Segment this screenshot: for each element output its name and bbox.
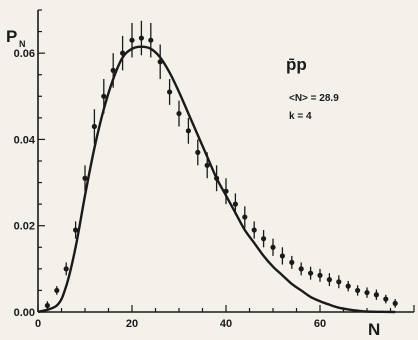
point-marker bbox=[195, 149, 201, 155]
point-marker bbox=[298, 266, 304, 272]
data-point bbox=[242, 206, 248, 228]
point-marker bbox=[157, 59, 163, 65]
annotation-mean: <N> = 28.9 bbox=[289, 93, 339, 104]
data-point bbox=[44, 301, 51, 310]
data-point bbox=[91, 109, 97, 144]
point-marker bbox=[167, 89, 173, 95]
point-marker bbox=[289, 259, 295, 265]
data-point bbox=[204, 152, 210, 179]
point-marker bbox=[232, 201, 238, 207]
point-marker bbox=[345, 283, 351, 289]
data-point bbox=[73, 221, 79, 239]
point-marker bbox=[355, 287, 361, 294]
point-marker bbox=[392, 300, 398, 306]
point-marker bbox=[308, 270, 314, 276]
data-point bbox=[326, 273, 332, 287]
y-axis-label: P bbox=[6, 27, 17, 46]
point-marker bbox=[54, 287, 60, 294]
data-point bbox=[270, 238, 276, 256]
data-point bbox=[101, 79, 107, 114]
data-point bbox=[355, 285, 361, 296]
point-marker bbox=[73, 227, 79, 233]
point-marker bbox=[279, 253, 285, 259]
point-marker bbox=[129, 37, 135, 43]
point-marker bbox=[242, 214, 248, 220]
y-axis-label-subscript: N bbox=[19, 39, 26, 49]
point-marker bbox=[261, 236, 267, 242]
data-point bbox=[364, 287, 370, 298]
data-point bbox=[120, 35, 126, 71]
data-point bbox=[82, 165, 88, 192]
point-marker bbox=[101, 93, 107, 99]
data-point bbox=[157, 44, 163, 80]
point-marker bbox=[120, 50, 126, 56]
y-tick-label: 0.04 bbox=[14, 134, 36, 146]
x-tick-label: 0 bbox=[35, 318, 41, 330]
data-point bbox=[251, 221, 257, 239]
data-point bbox=[110, 53, 116, 88]
data-point bbox=[392, 299, 398, 308]
data-point bbox=[195, 139, 201, 166]
point-marker bbox=[91, 123, 97, 130]
data-point bbox=[289, 255, 295, 269]
point-marker bbox=[223, 188, 229, 194]
y-tick-label: 0.02 bbox=[14, 221, 35, 233]
point-marker bbox=[176, 110, 182, 117]
x-axis-label: N bbox=[368, 320, 380, 339]
fit-curve bbox=[37, 45, 396, 314]
data-point bbox=[336, 275, 342, 289]
points-layer bbox=[44, 20, 398, 310]
data-point bbox=[383, 294, 389, 304]
x-tick-label: 20 bbox=[126, 318, 138, 330]
data-point bbox=[167, 79, 173, 105]
point-marker bbox=[373, 292, 379, 298]
data-point bbox=[185, 117, 191, 144]
y-tick-label: 0.00 bbox=[14, 307, 35, 319]
annotation-k: k = 4 bbox=[289, 111, 312, 122]
point-marker bbox=[317, 272, 323, 278]
data-point bbox=[223, 178, 229, 205]
point-marker bbox=[204, 162, 210, 168]
axes-layer: 0 20 40 60 0.00 0.02 0.04 0.06 bbox=[14, 9, 415, 330]
point-marker bbox=[82, 175, 88, 181]
x-tick-label: 40 bbox=[220, 318, 232, 330]
data-point bbox=[129, 22, 135, 58]
data-point bbox=[373, 289, 379, 300]
data-point bbox=[261, 230, 267, 248]
data-point bbox=[279, 247, 285, 265]
annotation-title: p̄p bbox=[286, 55, 307, 74]
data-point bbox=[345, 280, 351, 292]
data-point bbox=[176, 100, 182, 127]
data-point bbox=[317, 268, 323, 282]
point-marker bbox=[214, 175, 220, 181]
point-marker bbox=[63, 266, 69, 272]
point-marker bbox=[185, 128, 191, 134]
data-point bbox=[63, 262, 69, 276]
y-tick-label: 0.06 bbox=[14, 48, 35, 60]
data-point bbox=[214, 165, 220, 192]
point-marker bbox=[364, 289, 370, 296]
curve-layer bbox=[37, 45, 396, 314]
point-marker bbox=[148, 37, 154, 43]
data-point bbox=[54, 286, 60, 295]
x-tick-label: 60 bbox=[314, 318, 326, 330]
point-marker bbox=[270, 244, 276, 250]
point-marker bbox=[326, 277, 332, 283]
point-marker bbox=[251, 227, 257, 233]
data-point bbox=[148, 22, 154, 58]
point-marker bbox=[44, 302, 51, 309]
point-marker bbox=[110, 67, 116, 73]
point-marker bbox=[336, 279, 342, 285]
point-marker bbox=[383, 296, 389, 302]
data-point bbox=[298, 262, 304, 276]
data-point bbox=[138, 20, 144, 56]
point-marker bbox=[138, 35, 144, 41]
data-point bbox=[232, 193, 238, 215]
data-point bbox=[308, 266, 314, 280]
